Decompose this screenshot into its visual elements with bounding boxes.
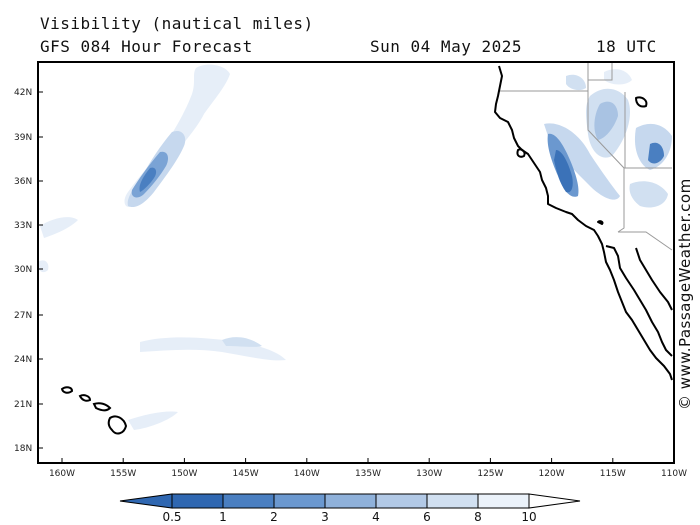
lat-label: 21N bbox=[14, 400, 32, 410]
colorbar-label: 3 bbox=[321, 510, 329, 524]
lon-label: 125W bbox=[477, 469, 503, 479]
colorbar-low-arrow bbox=[119, 493, 173, 509]
lat-label: 39N bbox=[14, 133, 32, 143]
visibility-area-south bbox=[140, 337, 286, 361]
border-id bbox=[587, 62, 613, 81]
oahu bbox=[78, 394, 92, 402]
map-title: Visibility (nautical miles) bbox=[40, 14, 314, 33]
coastline-us-mexico bbox=[494, 65, 673, 381]
colorbar-label: 4 bbox=[372, 510, 380, 524]
colorbar-segment bbox=[222, 493, 275, 509]
colorbar-label: 1 bbox=[219, 510, 227, 524]
visibility-area-utah-core bbox=[648, 142, 664, 164]
lon-label: 145W bbox=[233, 469, 259, 479]
lon-label: 160W bbox=[49, 469, 75, 479]
coastline-gulf-california bbox=[635, 247, 673, 311]
sf-bay bbox=[516, 148, 526, 158]
visibility-area-nevada-mid bbox=[594, 101, 618, 140]
colorbar-segment bbox=[273, 493, 326, 509]
lat-label: 42N bbox=[14, 88, 32, 98]
credit-text: © www.PassageWeather.com bbox=[676, 178, 694, 410]
visibility-area-oregon bbox=[566, 74, 586, 91]
visibility-area-central-valley-core bbox=[554, 150, 573, 193]
state-borders bbox=[500, 62, 673, 251]
great-salt-lake bbox=[635, 96, 648, 108]
credit-watermark: © www.PassageWeather.com bbox=[676, 178, 696, 430]
visibility-area-california bbox=[544, 123, 620, 200]
lon-label: 135W bbox=[355, 469, 381, 479]
lon-label: 115W bbox=[600, 469, 626, 479]
lat-label: 24N bbox=[14, 355, 32, 365]
visibility-area-west bbox=[40, 217, 78, 238]
colorbar-label: 8 bbox=[474, 510, 482, 524]
colorbar-label: 10 bbox=[521, 510, 536, 524]
lon-label: 130W bbox=[416, 469, 442, 479]
colorbar-high-arrow bbox=[528, 493, 581, 509]
lon-label: 140W bbox=[294, 469, 320, 479]
coastline-baja-east bbox=[605, 245, 673, 357]
lon-label: 110W bbox=[661, 469, 687, 479]
colorbar-label: 6 bbox=[423, 510, 431, 524]
lat-label: 36N bbox=[14, 177, 32, 187]
colorbar-segment bbox=[426, 493, 479, 509]
lat-label: 33N bbox=[14, 221, 32, 231]
visibility-colorbar: 0.5 1 2 3 4 6 8 10 bbox=[119, 493, 581, 524]
big-island bbox=[107, 415, 128, 435]
border-us-mexico bbox=[618, 231, 673, 251]
colorbar-segment bbox=[171, 493, 224, 509]
colorbar-segment bbox=[375, 493, 428, 509]
visibility-area-hawaii bbox=[128, 411, 178, 430]
visibility-area-south-2 bbox=[222, 337, 262, 347]
visibility-area-west-2 bbox=[38, 260, 49, 273]
channel-island bbox=[597, 220, 604, 225]
kauai bbox=[60, 386, 74, 394]
maui bbox=[92, 402, 112, 412]
visibility-area-idaho bbox=[604, 69, 632, 85]
colorbar-segment bbox=[477, 493, 530, 509]
forecast-label: GFS 084 Hour Forecast bbox=[40, 37, 253, 56]
coastlines bbox=[494, 65, 673, 381]
colorbar-segment bbox=[324, 493, 377, 509]
lon-label: 120W bbox=[539, 469, 565, 479]
hawaii-islands bbox=[60, 386, 128, 435]
longitude-axis: 160W 155W 150W 145W 140W 135W 130W 125W 120W 115W… bbox=[49, 458, 687, 479]
map-frame bbox=[37, 61, 675, 464]
lat-label: 18N bbox=[14, 444, 32, 454]
visibility-shading bbox=[38, 64, 672, 430]
forecast-date: Sun 04 May 2025 bbox=[370, 37, 522, 56]
lat-label: 27N bbox=[14, 311, 32, 321]
visibility-area-nw-dense bbox=[139, 167, 157, 192]
lon-label: 150W bbox=[171, 469, 197, 479]
lon-label: 155W bbox=[110, 469, 136, 479]
visibility-area-arizona bbox=[629, 181, 668, 208]
latitude-axis: 42N 39N 36N 33N 30N 27N 24N 21N 18N bbox=[14, 88, 43, 454]
forecast-time: 18 UTC bbox=[596, 37, 657, 56]
lat-label: 30N bbox=[14, 265, 32, 275]
colorbar-label: 2 bbox=[270, 510, 278, 524]
colorbar-label: 0.5 bbox=[162, 510, 181, 524]
